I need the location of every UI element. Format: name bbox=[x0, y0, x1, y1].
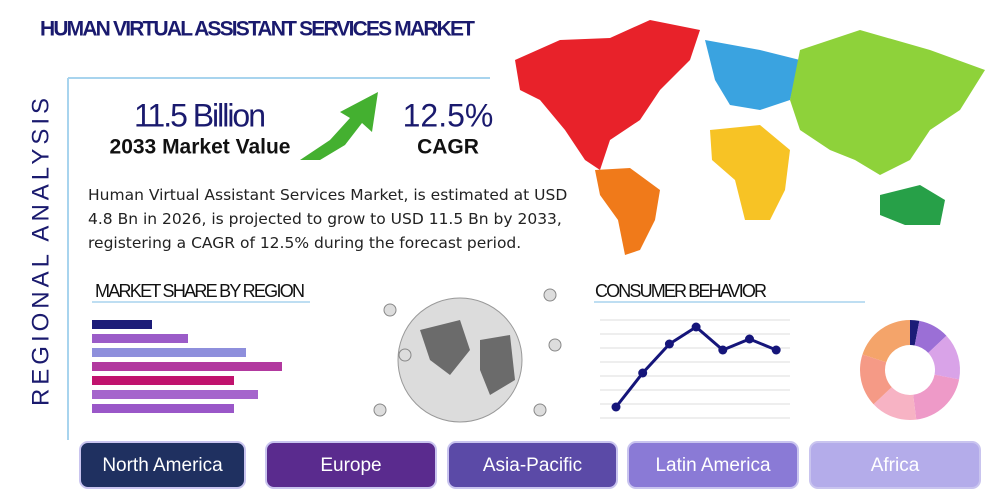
donut-slice bbox=[910, 320, 920, 346]
title: HUMAN VIRTUAL ASSISTANT SERVICES MARKET bbox=[40, 18, 475, 41]
region-label[interactable]: Africa bbox=[871, 455, 920, 476]
region-label[interactable]: North America bbox=[102, 455, 223, 476]
point bbox=[691, 322, 701, 332]
world-map bbox=[515, 20, 985, 255]
bar bbox=[92, 404, 234, 413]
stat-label: 2033 Market Value bbox=[110, 136, 291, 159]
bar bbox=[92, 348, 246, 357]
region-button[interactable] bbox=[265, 441, 437, 489]
growth-arrow bbox=[300, 92, 378, 160]
donut-slice bbox=[914, 320, 947, 353]
donut-slice bbox=[860, 354, 892, 405]
region-button[interactable] bbox=[447, 441, 618, 489]
region-label[interactable]: Latin America bbox=[655, 455, 771, 476]
stat-label: CAGR bbox=[417, 136, 479, 159]
region-button[interactable] bbox=[809, 441, 981, 489]
region-button[interactable] bbox=[79, 441, 246, 489]
region-button[interactable] bbox=[627, 441, 799, 489]
region-label[interactable]: Europe bbox=[320, 455, 381, 476]
bar bbox=[92, 334, 188, 343]
donut-slice bbox=[862, 320, 910, 363]
donut-slice bbox=[913, 374, 960, 420]
description-box: Human Virtual Assistant Services Market,… bbox=[88, 186, 568, 252]
side-label: REGIONAL ANALYSIS bbox=[27, 94, 54, 406]
donut-slice bbox=[873, 387, 917, 421]
point bbox=[638, 368, 648, 378]
bar bbox=[92, 362, 282, 371]
point bbox=[718, 345, 728, 355]
network-globe bbox=[373, 288, 562, 423]
bar bbox=[92, 320, 152, 329]
point bbox=[771, 345, 781, 355]
point bbox=[745, 334, 754, 344]
description: Human Virtual Assistant Services Market,… bbox=[88, 186, 568, 252]
donut-slice bbox=[928, 335, 961, 380]
section-title: MARKET SHARE BY REGION bbox=[95, 281, 305, 301]
bar bbox=[92, 376, 234, 385]
point bbox=[664, 339, 674, 349]
bar bbox=[92, 390, 258, 399]
region-label[interactable]: Asia-Pacific bbox=[483, 455, 582, 476]
stat-value: 11.5 Billion bbox=[134, 97, 266, 133]
stat-value: 12.5% bbox=[403, 97, 494, 133]
section-title: CONSUMER BEHAVIOR bbox=[595, 281, 767, 301]
point bbox=[611, 402, 621, 412]
